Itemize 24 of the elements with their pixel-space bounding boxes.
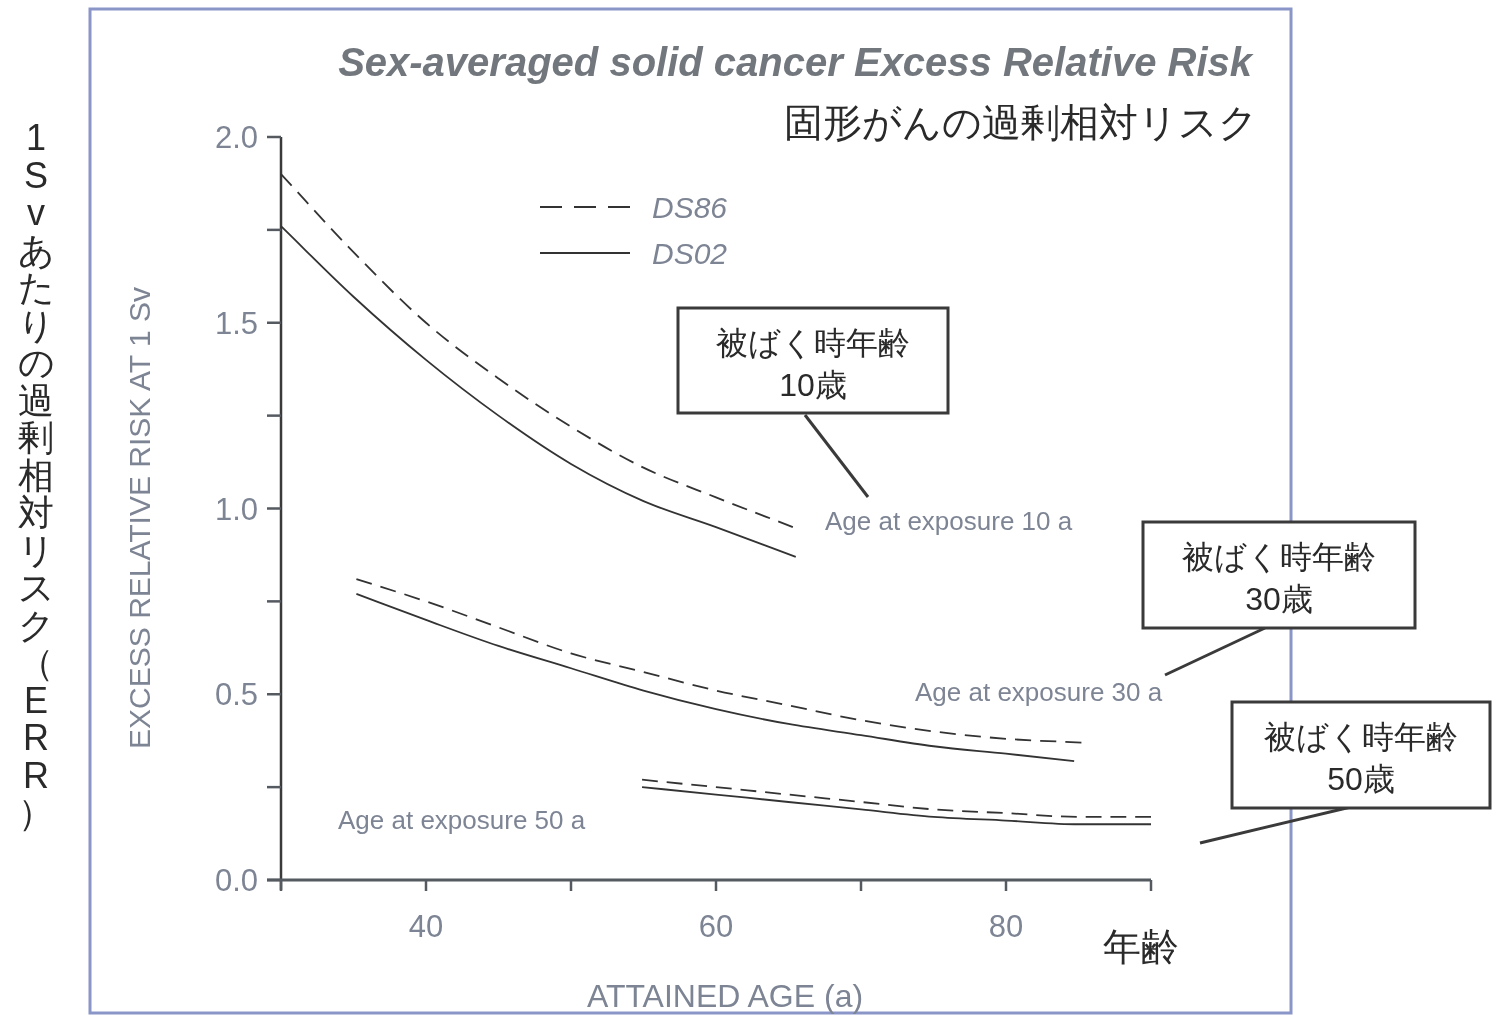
text: 被ばく時年齢 50歳 [1264, 719, 1458, 797]
x-tick-label: 80 [988, 909, 1024, 944]
y-tick-label: 1.5 [214, 305, 258, 341]
annotation: Age at exposure 30 a [915, 677, 1163, 707]
text: 1Svあたりの過剰相対リスク（ERR） [17, 117, 55, 833]
y-tick-label: 2.0 [214, 120, 258, 155]
annotation: 被ばく時年齢 10歳 [716, 325, 910, 403]
legend-label: DS02 [652, 237, 728, 270]
x-tick-label: 60 [698, 909, 734, 944]
chart-title: Sex-averaged solid cancer Excess Relative Risk [338, 40, 1254, 84]
x-tick-label: 40 [408, 909, 444, 944]
annotation: Age at exposure 10 a [825, 506, 1073, 536]
annotation: Age at exposure 50 a [338, 805, 586, 835]
y-axis-title: EXCESS RELATIVE RISK AT 1 Sv [123, 287, 156, 749]
y-tick-label: 0.5 [214, 677, 258, 713]
text: 年齢 [1103, 926, 1179, 968]
text: 被ばく時年齢 30歳 [1182, 539, 1376, 617]
legend-item: DS02 [539, 237, 728, 270]
y-tick-label: 0.0 [214, 863, 258, 898]
x-axis-title: ATTAINED AGE (a) [586, 978, 864, 1014]
legend-item: DS86 [539, 191, 728, 224]
y-tick-label: 1.0 [214, 491, 258, 527]
chart-subtitle: 固形がんの過剰相対リスク [784, 101, 1258, 144]
legend-label: DS86 [652, 191, 728, 224]
